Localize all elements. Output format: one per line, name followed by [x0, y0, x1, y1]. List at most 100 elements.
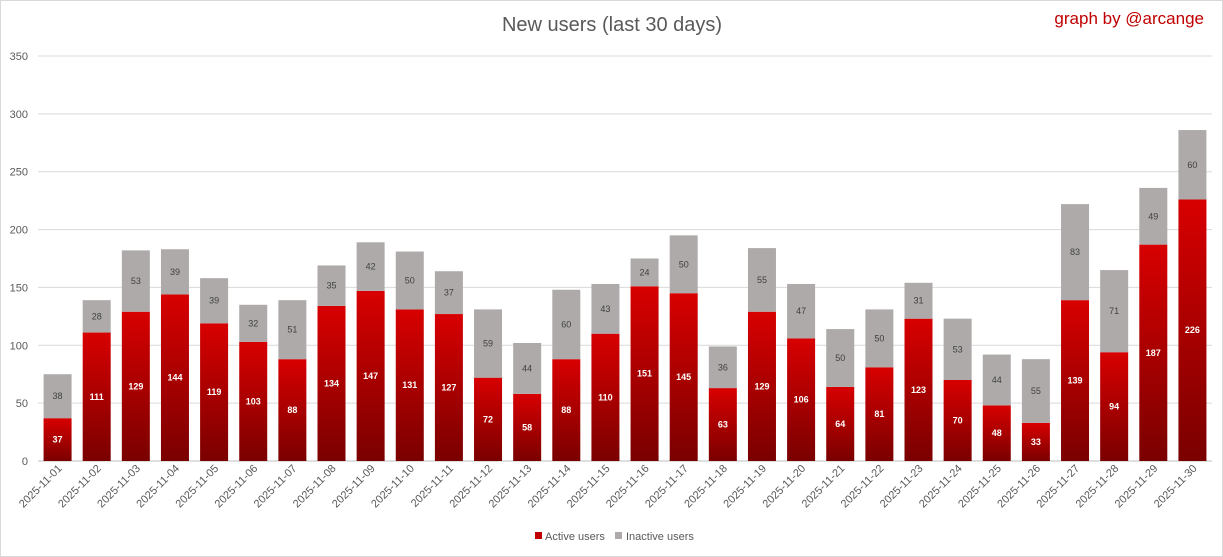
data-label-active: 48	[992, 428, 1002, 438]
chart-credit: graph by @arcange	[1054, 9, 1204, 28]
bar-active	[278, 359, 307, 461]
bar-active	[160, 294, 189, 461]
bar-active	[356, 290, 385, 461]
data-label-inactive: 53	[131, 276, 141, 286]
bar-active	[943, 380, 972, 461]
bar-active	[434, 314, 463, 461]
bar-active	[200, 323, 229, 461]
bar-active	[1021, 422, 1050, 461]
data-label-inactive: 71	[1109, 306, 1119, 316]
data-label-active: 119	[207, 387, 222, 397]
bar-active	[982, 405, 1011, 461]
data-label-inactive: 55	[1031, 386, 1041, 396]
bar-inactive	[552, 289, 581, 360]
bar-active	[630, 286, 659, 461]
y-axis: 0 50 100 150 200 250 300 350	[10, 51, 28, 468]
y-tick-label: 100	[10, 340, 28, 352]
data-label-inactive: 60	[1187, 160, 1197, 170]
bars: 37 38 111 28 129 53 144 39 119 39 103 32 88 51 134 35 14…	[43, 130, 1207, 461]
data-label-active: 129	[128, 381, 143, 391]
gridlines	[38, 55, 1212, 462]
data-label-active: 70	[953, 416, 963, 426]
bar-inactive	[356, 242, 385, 291]
data-label-active: 88	[287, 405, 297, 415]
data-label-active: 103	[246, 396, 261, 406]
data-label-active: 134	[324, 378, 339, 388]
data-label-active: 123	[911, 385, 926, 395]
data-label-inactive: 42	[366, 262, 376, 272]
bar-inactive	[1178, 130, 1207, 200]
data-label-inactive: 50	[835, 353, 845, 363]
bar-inactive	[826, 329, 855, 387]
bar-inactive	[160, 249, 189, 295]
data-label-inactive: 47	[796, 306, 806, 316]
bar-active	[865, 367, 894, 461]
legend-swatch-active	[535, 532, 542, 539]
data-label-active: 145	[676, 372, 691, 382]
bar-inactive	[708, 346, 737, 389]
bar-active	[1139, 244, 1168, 461]
bar-inactive	[43, 374, 72, 419]
bar-active	[82, 332, 111, 461]
data-label-inactive: 60	[561, 319, 571, 329]
data-label-inactive: 38	[53, 391, 63, 401]
data-label-inactive: 39	[209, 296, 219, 306]
data-label-active: 151	[637, 369, 652, 379]
y-tick-label: 350	[10, 51, 28, 63]
bar-active	[826, 386, 855, 461]
bar-inactive	[395, 251, 424, 310]
bar-inactive	[982, 354, 1011, 406]
data-label-active: 144	[167, 373, 182, 383]
data-label-active: 64	[835, 419, 845, 429]
bar-inactive	[1021, 359, 1050, 423]
bar-active	[395, 309, 424, 461]
bar-active	[1061, 300, 1090, 461]
data-label-active: 94	[1109, 402, 1119, 412]
y-tick-label: 0	[22, 456, 28, 468]
legend: Active users Inactive users	[535, 531, 694, 543]
bar-inactive	[904, 282, 933, 319]
data-label-active: 111	[90, 392, 104, 402]
bar-inactive	[1061, 204, 1090, 301]
bar-active	[317, 305, 346, 461]
y-tick-label: 50	[16, 398, 28, 410]
data-label-active: 81	[874, 409, 884, 419]
data-label-inactive: 50	[874, 333, 884, 343]
data-label-active: 58	[522, 422, 532, 432]
legend-label-inactive: Inactive users	[626, 531, 694, 543]
data-label-inactive: 59	[483, 339, 493, 349]
data-label-active: 110	[598, 392, 613, 402]
bar-inactive	[1100, 270, 1129, 353]
bar-active	[239, 341, 268, 461]
bar-inactive	[200, 278, 229, 324]
bar-active	[552, 359, 581, 461]
bar-active	[43, 418, 72, 461]
y-tick-label: 150	[10, 282, 28, 294]
bar-inactive	[317, 265, 346, 306]
data-label-active: 147	[363, 371, 378, 381]
bar-active	[1178, 199, 1207, 461]
bar-inactive	[1139, 187, 1168, 245]
bar-inactive	[474, 309, 503, 378]
bar-inactive	[747, 248, 776, 312]
data-label-inactive: 55	[757, 275, 767, 285]
bar-active	[121, 311, 150, 461]
data-label-inactive: 51	[287, 325, 297, 335]
bar-active	[474, 377, 503, 461]
legend-label-active: Active users	[545, 531, 605, 543]
data-label-inactive: 31	[913, 296, 923, 306]
data-label-inactive: 49	[1148, 211, 1158, 221]
bar-active	[708, 388, 737, 461]
bar-inactive	[787, 283, 816, 339]
data-label-inactive: 44	[992, 375, 1002, 385]
chart-title: New users (last 30 days)	[502, 14, 722, 36]
data-label-inactive: 43	[600, 304, 610, 314]
data-label-active: 88	[561, 405, 571, 415]
bar-active	[513, 393, 542, 461]
bar-active	[747, 311, 776, 461]
bar-inactive	[434, 271, 463, 315]
data-label-active: 129	[754, 381, 769, 391]
data-label-active: 72	[483, 414, 493, 424]
data-label-inactive: 32	[248, 318, 258, 328]
y-tick-label: 250	[10, 167, 28, 179]
